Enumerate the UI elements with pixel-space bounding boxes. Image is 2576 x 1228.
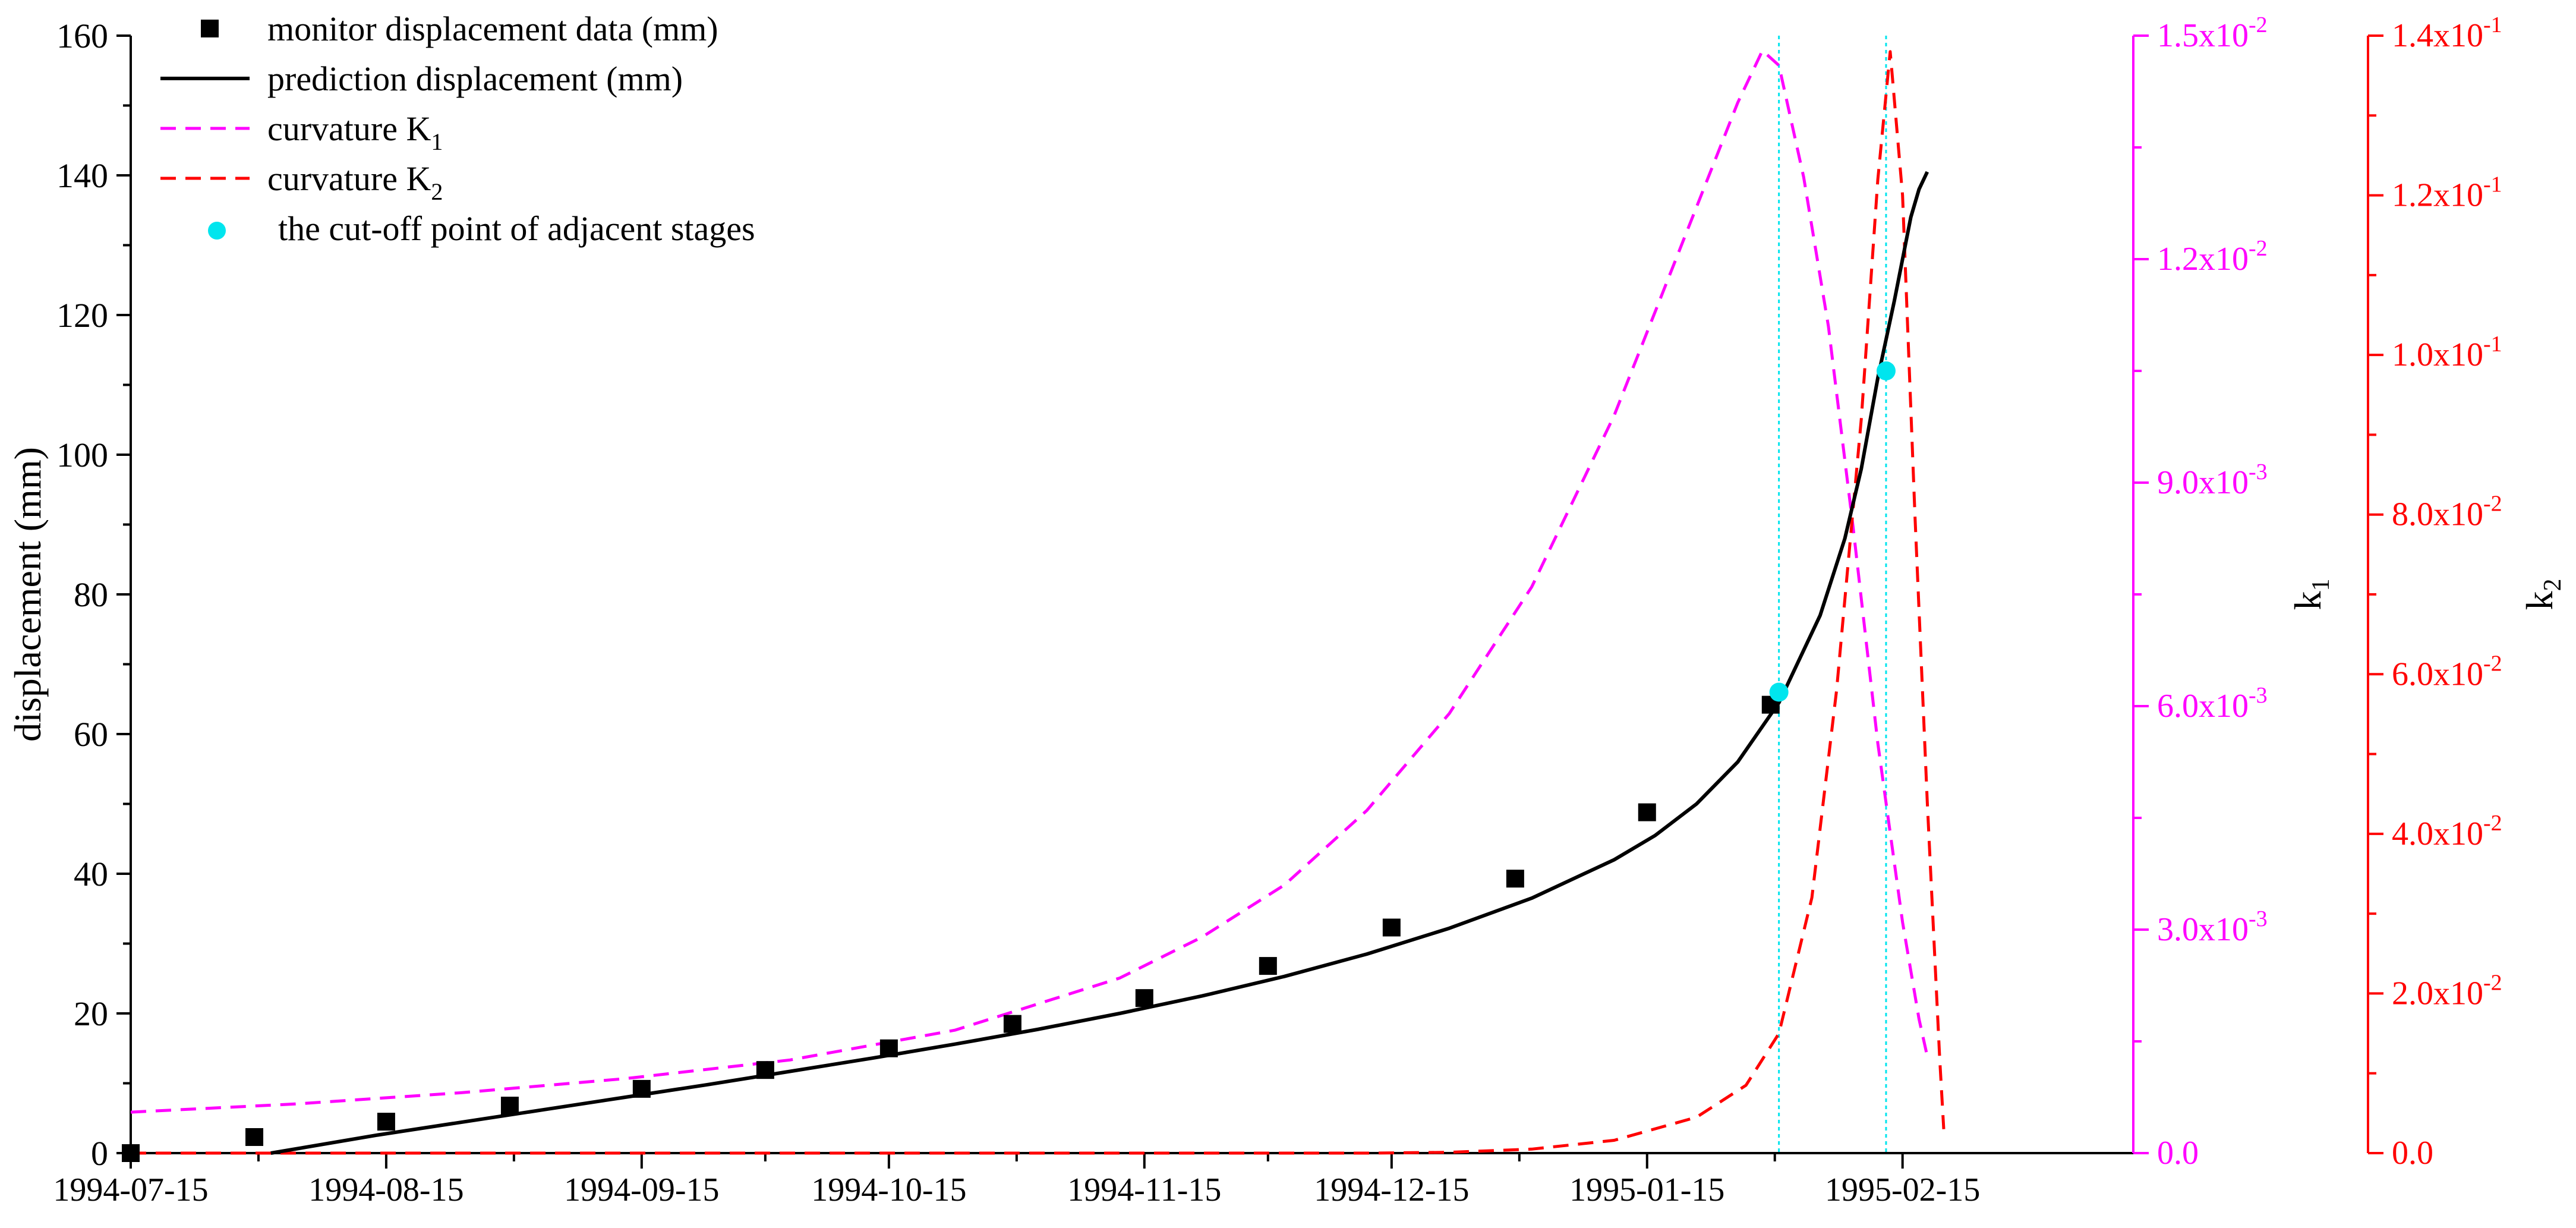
legend-entry-k2: curvature K2	[267, 159, 443, 205]
k2-tick-label: 1.4x10-1	[2392, 12, 2502, 54]
k1-tick-exponent: -2	[2249, 12, 2268, 37]
legend-entry-subscript: 2	[431, 178, 443, 205]
k2-tick-mantissa: 0.0	[2392, 1135, 2433, 1172]
legend-entry-text: the cut-off point of adjacent stages	[278, 209, 755, 248]
monitor-data-point	[1003, 1015, 1021, 1033]
x-tick-label: 1994-09-15	[564, 1172, 719, 1208]
k1-tick-mantissa: 6.0x10	[2157, 688, 2249, 725]
monitor-data-point	[632, 1079, 651, 1098]
k1-axis-title: k1	[2287, 579, 2335, 610]
k2-tick-label: 4.0x10-2	[2392, 811, 2502, 852]
y-tick-label: 100	[56, 436, 108, 474]
k2-tick-exponent: -2	[2483, 970, 2502, 995]
legend-entry-text: prediction displacement (mm)	[267, 59, 683, 98]
k1-tick-exponent: -3	[2249, 683, 2268, 708]
y-tick-label: 160	[56, 17, 108, 55]
series-k2-line	[131, 50, 1946, 1155]
y-tick-label: 20	[74, 994, 108, 1033]
series-prediction-line	[270, 171, 1929, 1155]
x-tick-label: 1994-08-15	[308, 1172, 464, 1208]
x-tick-label: 1994-07-15	[53, 1172, 208, 1208]
k2-tick-mantissa: 1.4x10	[2392, 17, 2483, 54]
k2-tick-mantissa: 8.0x10	[2392, 496, 2483, 533]
k1-tick-mantissa: 0.0	[2157, 1135, 2199, 1172]
legend-entry-text: curvature K	[267, 159, 431, 198]
k1-tick-label: 0.0	[2157, 1135, 2199, 1172]
k1-tick-mantissa: 9.0x10	[2157, 464, 2249, 501]
legend-entry-prediction: prediction displacement (mm)	[267, 59, 683, 98]
monitor-data-point	[756, 1061, 774, 1079]
monitor-data-point	[1506, 870, 1524, 888]
k1-tick-exponent: -2	[2249, 236, 2268, 261]
y-axis-title: displacement (mm)	[7, 447, 49, 742]
monitor-data-point	[1638, 803, 1656, 821]
k2-tick-mantissa: 6.0x10	[2392, 656, 2483, 692]
k2-tick-exponent: -1	[2483, 12, 2502, 37]
cutoff-point	[1769, 682, 1789, 702]
k2-tick-mantissa: 1.0x10	[2392, 336, 2483, 373]
k2-tick-exponent: -1	[2483, 332, 2502, 357]
k2-tick-mantissa: 4.0x10	[2392, 815, 2483, 852]
y-tick-label: 120	[56, 296, 108, 335]
k1-tick-label: 9.0x10-3	[2157, 459, 2268, 501]
k2-axis-title-sub: 2	[2539, 579, 2566, 591]
k2-tick-exponent: -1	[2483, 172, 2502, 197]
k2-tick-label: 1.0x10-1	[2392, 332, 2502, 373]
k2-tick-exponent: -2	[2483, 811, 2502, 836]
k1-tick-mantissa: 1.2x10	[2157, 241, 2249, 278]
x-tick-label: 1995-01-15	[1569, 1172, 1724, 1208]
x-tick-label: 1994-12-15	[1314, 1172, 1469, 1208]
k2-tick-label: 8.0x10-2	[2392, 492, 2502, 533]
y-tick-label: 80	[74, 575, 108, 614]
monitor-data-point	[1259, 957, 1277, 975]
k2-tick-label: 0.0	[2392, 1135, 2433, 1172]
k1-tick-label: 3.0x10-3	[2157, 906, 2268, 948]
legend-cutoff-symbol	[208, 222, 226, 240]
x-tick-label: 1995-02-15	[1825, 1172, 1980, 1208]
y-tick-label: 0	[91, 1134, 108, 1173]
legend-entry-cutoff: the cut-off point of adjacent stages	[278, 209, 755, 248]
legend-entry-text: monitor displacement data (mm)	[267, 10, 718, 48]
k1-tick-label: 6.0x10-3	[2157, 683, 2268, 725]
k1-tick-exponent: -3	[2249, 906, 2268, 931]
x-tick-label: 1994-10-15	[811, 1172, 966, 1208]
k2-tick-exponent: -2	[2483, 651, 2502, 676]
legend-entry-monitor: monitor displacement data (mm)	[267, 10, 718, 48]
k1-tick-label: 1.5x10-2	[2157, 12, 2268, 54]
legend-entry-text: curvature K	[267, 109, 431, 148]
k1-tick-exponent: -3	[2249, 459, 2268, 484]
monitor-data-point	[879, 1039, 898, 1057]
k1-tick-label: 1.2x10-2	[2157, 236, 2268, 278]
monitor-data-point	[1135, 989, 1153, 1007]
monitor-data-point	[1382, 918, 1401, 937]
k2-tick-mantissa: 2.0x10	[2392, 975, 2483, 1012]
monitor-data-point	[122, 1144, 140, 1162]
k2-axis-title: k2	[2518, 579, 2566, 610]
y-tick-label: 140	[56, 156, 108, 195]
legend-monitor-symbol	[201, 20, 219, 37]
y-tick-label: 60	[74, 715, 108, 754]
monitor-data-point	[377, 1113, 395, 1131]
k2-tick-label: 1.2x10-1	[2392, 172, 2502, 214]
k2-tick-label: 2.0x10-2	[2392, 970, 2502, 1012]
k1-axis-title-base: k	[2287, 591, 2329, 610]
k2-tick-label: 6.0x10-2	[2392, 651, 2502, 692]
legend-entry-k1: curvature K1	[267, 109, 443, 155]
monitor-data-point	[500, 1097, 519, 1115]
legend-entry-subscript: 1	[431, 128, 443, 155]
k1-tick-mantissa: 1.5x10	[2157, 17, 2249, 54]
k1-axis-title-sub: 1	[2307, 579, 2335, 591]
k1-tick-mantissa: 3.0x10	[2157, 911, 2249, 948]
x-tick-label: 1994-11-15	[1067, 1172, 1221, 1208]
k2-tick-mantissa: 1.2x10	[2392, 177, 2483, 214]
monitor-data-point	[245, 1128, 264, 1146]
k2-tick-exponent: -2	[2483, 492, 2502, 517]
k2-axis-title-base: k	[2518, 591, 2561, 610]
y-tick-label: 40	[74, 855, 108, 893]
cutoff-point	[1876, 361, 1896, 380]
